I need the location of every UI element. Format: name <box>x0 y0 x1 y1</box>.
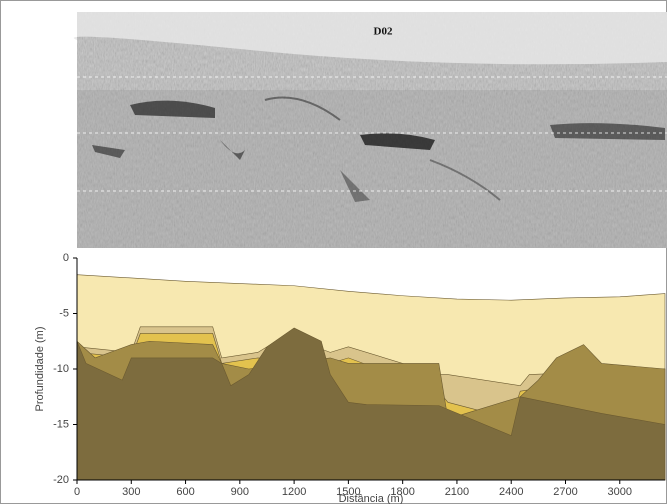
y-axis-title: Profundidade (m) <box>34 327 46 412</box>
x-tick-label: 2100 <box>445 486 469 498</box>
x-tick-label: 900 <box>231 486 249 498</box>
x-tick-label: 300 <box>122 486 140 498</box>
y-tick-label: -20 <box>53 474 69 486</box>
x-tick-label: 2400 <box>499 486 523 498</box>
plot: 0 -5 -10 -15 -20 0 300 600 900 1200 1500 1800 2100 24… <box>34 252 666 504</box>
x-tick-label: 1500 <box>336 486 360 498</box>
image-label: D02 <box>374 26 393 38</box>
layer-area <box>76 327 666 481</box>
y-tick-label: -15 <box>53 418 69 430</box>
x-tick-label: 0 <box>74 486 80 498</box>
y-tick-label: 0 <box>63 252 69 264</box>
x-tick-label: 600 <box>176 486 194 498</box>
x-axis-title: Distância (m) <box>339 493 404 504</box>
y-tick-label: -5 <box>59 307 69 319</box>
y-tick-label: -10 <box>53 363 69 375</box>
x-tick-label: 1200 <box>282 486 306 498</box>
x-tick-label: 3000 <box>608 486 632 498</box>
x-tick-label: 1800 <box>390 486 414 498</box>
sonar-image: D02 <box>73 12 667 248</box>
x-tick-label: 2700 <box>553 486 577 498</box>
